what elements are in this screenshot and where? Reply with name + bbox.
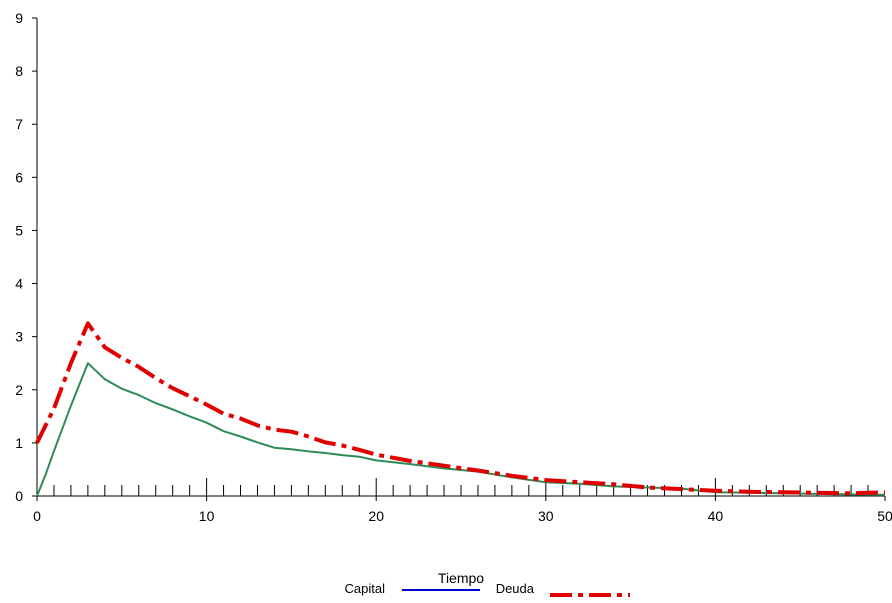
tick-labels: 0 1 2 3 4 5 6 7 8 9 0 10 20 30 40 50 (15, 10, 892, 524)
x-tick-label: 50 (877, 508, 892, 524)
y-tick-label: 3 (15, 329, 23, 345)
legend-label-deuda: Deuda (496, 581, 535, 596)
x-tick-label: 20 (368, 508, 384, 524)
series-layer (35, 321, 886, 497)
legend-label-capital: Capital (345, 581, 386, 596)
y-tick-label: 4 (15, 276, 23, 292)
y-tick-label: 6 (15, 169, 23, 185)
y-tick-label: 1 (15, 435, 23, 451)
x-minor-ticks (53, 478, 869, 496)
x-tick-label: 10 (199, 508, 215, 524)
y-tick-label: 2 (15, 382, 23, 398)
y-tick-label: 9 (15, 10, 23, 26)
y-tick-label: 7 (15, 116, 23, 132)
x-tick-label: 30 (538, 508, 554, 524)
x-tick-label: 0 (33, 508, 41, 524)
series-line-capital (36, 362, 886, 497)
x-tick-label: 40 (708, 508, 724, 524)
y-tick-label: 5 (15, 222, 23, 238)
axes (32, 17, 886, 501)
x-axis-title: Tiempo (438, 570, 484, 586)
y-tick-label: 0 (15, 488, 23, 504)
series-line-deuda (35, 321, 886, 496)
y-tick-label: 8 (15, 63, 23, 79)
legend: Capital Deuda (345, 581, 630, 597)
